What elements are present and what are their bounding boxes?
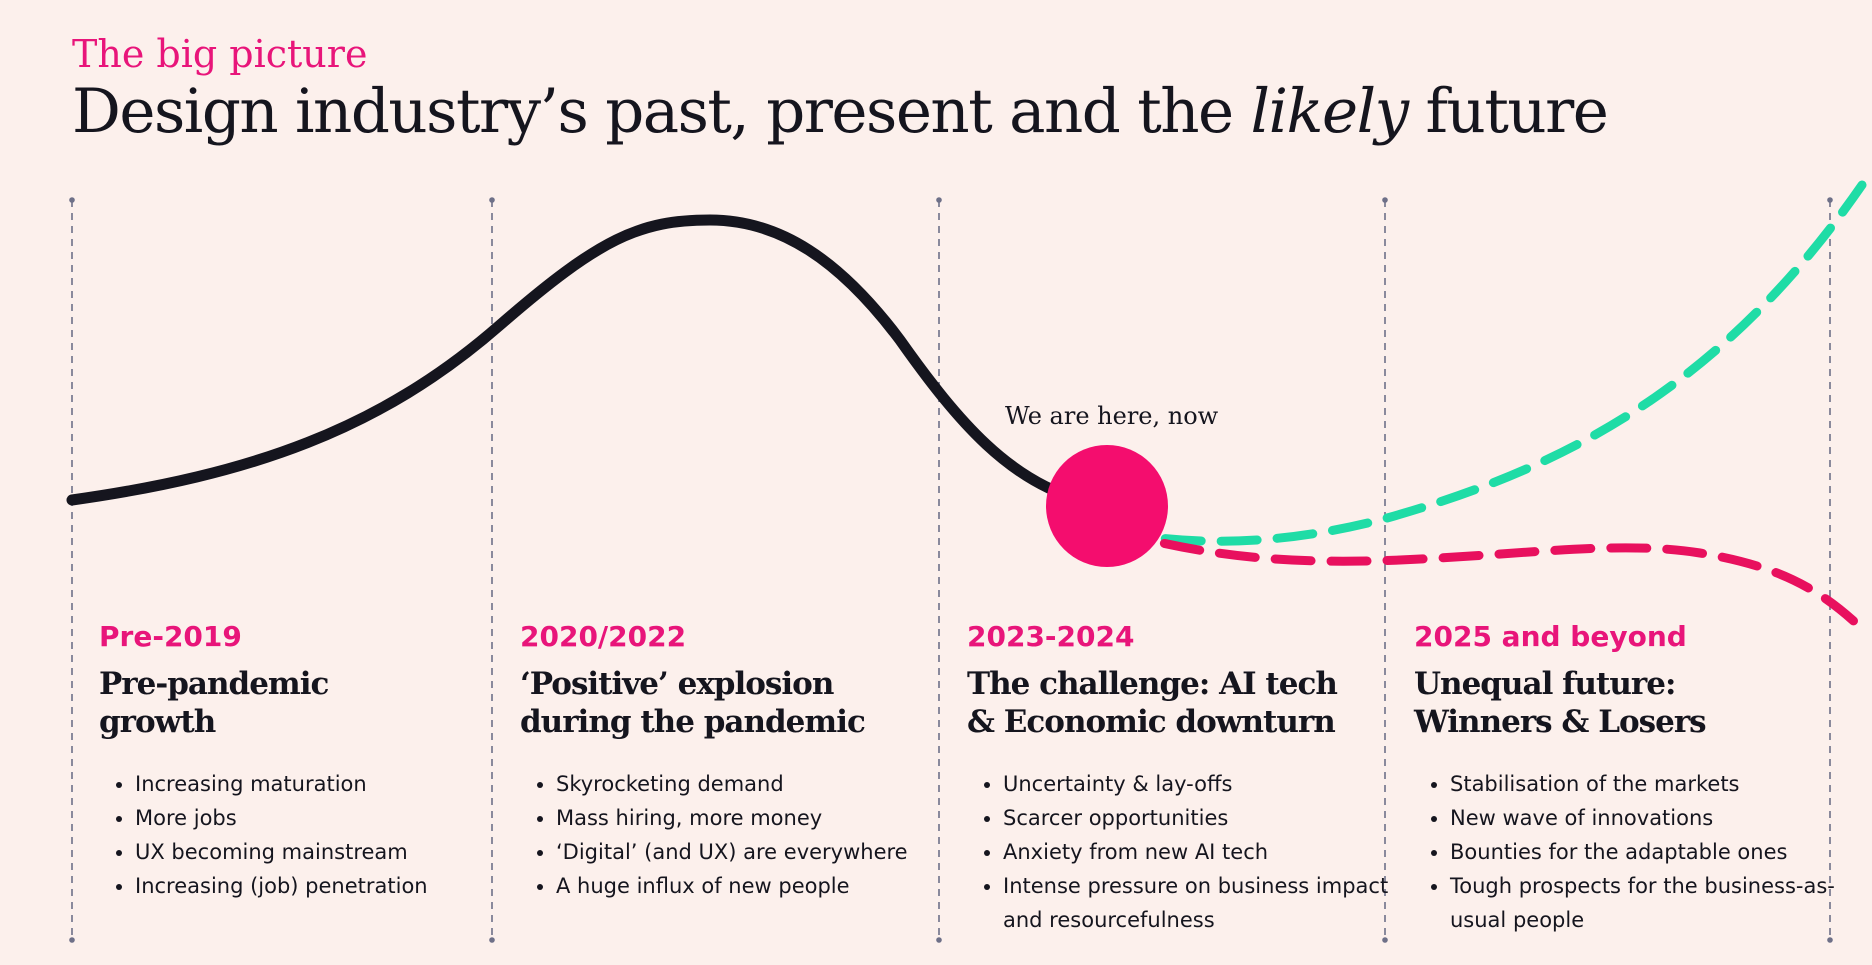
bullet-item: Anxiety from new AI tech xyxy=(1003,835,1397,869)
bullet-item: A huge influx of new people xyxy=(556,869,950,903)
bullet-item: Increasing maturation xyxy=(135,767,529,801)
page-title-emphasis: likely xyxy=(1250,76,1410,147)
phase-2020-2022: 2020/2022 ‘Positive’ explosion during th… xyxy=(520,620,950,903)
phase-dividers xyxy=(69,197,1833,943)
past-trend-curve xyxy=(66,214,1086,506)
phase-title: Pre-pandemic growth xyxy=(99,665,529,741)
bullet-item: Increasing (job) penetration xyxy=(135,869,529,903)
current-position-label: We are here, now xyxy=(1005,402,1219,430)
bullet-item: UX becoming mainstream xyxy=(135,835,529,869)
bullet-item: Stabilisation of the markets xyxy=(1450,767,1844,801)
phase-title-line: ‘Positive’ explosion xyxy=(520,666,834,702)
bullet-item: Uncertainty & lay-offs xyxy=(1003,767,1397,801)
bullet-item: Scarcer opportunities xyxy=(1003,801,1397,835)
phase-divider xyxy=(489,197,495,943)
bullet-item: Intense pressure on business impact and … xyxy=(1003,869,1397,937)
bullet-item: More jobs xyxy=(135,801,529,835)
phase-bullet-list: Increasing maturation More jobs UX becom… xyxy=(99,767,529,903)
page-title-end: future xyxy=(1407,76,1608,147)
phase-years: 2025 and beyond xyxy=(1414,620,1687,653)
current-position-marker xyxy=(1046,445,1168,567)
winners-future-curve xyxy=(1105,180,1867,546)
phase-years: Pre-2019 xyxy=(99,620,242,653)
phase-bullet-list: Stabilisation of the markets New wave of… xyxy=(1414,767,1844,937)
phase-divider xyxy=(69,197,75,943)
phase-pre-2019: Pre-2019 Pre-pandemic growth Increasing … xyxy=(99,620,529,903)
phase-2025-and-beyond: 2025 and beyond Unequal future: Winners … xyxy=(1414,620,1844,937)
phase-years: 2020/2022 xyxy=(520,620,687,653)
phase-divider xyxy=(936,197,942,943)
phase-divider xyxy=(1827,197,1833,943)
bullet-item: ‘Digital’ (and UX) are everywhere xyxy=(556,835,950,869)
page-title: Design industry’s past, present and the … xyxy=(72,76,1609,147)
phase-title-line: Pre-pandemic xyxy=(99,666,329,702)
page-title-start: Design industry’s past, present and the xyxy=(72,76,1251,147)
bullet-item: Bounties for the adaptable ones xyxy=(1450,835,1844,869)
phase-years: 2023-2024 xyxy=(967,620,1135,653)
losers-future-curve xyxy=(1105,525,1863,630)
phase-title-line: growth xyxy=(99,704,216,740)
phase-divider xyxy=(1382,197,1388,943)
phase-title-line: Unequal future: xyxy=(1414,666,1676,702)
phase-title-line: during the pandemic xyxy=(520,704,866,740)
phase-bullet-list: Skyrocketing demand Mass hiring, more mo… xyxy=(520,767,950,903)
phase-title: The challenge: AI tech & Economic downtu… xyxy=(967,665,1397,741)
phase-title-line: & Economic downturn xyxy=(967,704,1336,740)
phase-bullet-list: Uncertainty & lay-offs Scarcer opportuni… xyxy=(967,767,1397,937)
phase-2023-2024: 2023-2024 The challenge: AI tech & Econo… xyxy=(967,620,1397,937)
bullet-item: Skyrocketing demand xyxy=(556,767,950,801)
bullet-item: New wave of innovations xyxy=(1450,801,1844,835)
bullet-item: Mass hiring, more money xyxy=(556,801,950,835)
phase-title: ‘Positive’ explosion during the pandemic xyxy=(520,665,950,741)
phase-title-line: Winners & Losers xyxy=(1414,704,1707,740)
phase-title: Unequal future: Winners & Losers xyxy=(1414,665,1844,741)
phase-title-line: The challenge: AI tech xyxy=(967,666,1338,702)
bullet-item: Tough prospects for the business-as-usua… xyxy=(1450,869,1844,937)
kicker: The big picture xyxy=(72,32,368,76)
